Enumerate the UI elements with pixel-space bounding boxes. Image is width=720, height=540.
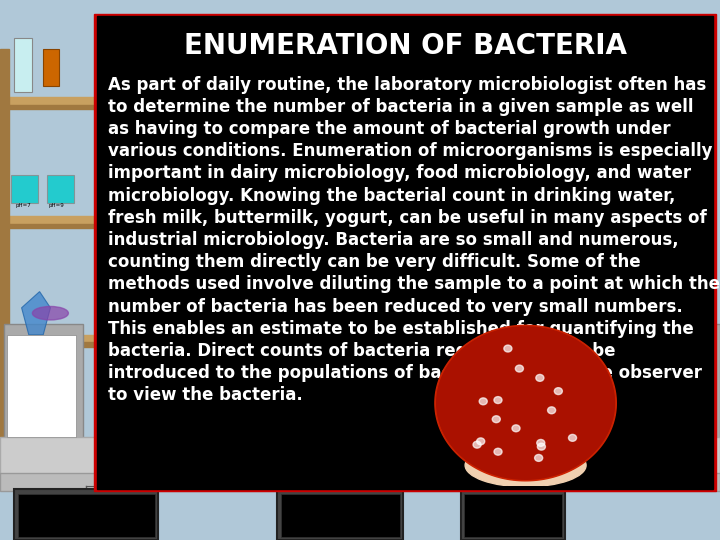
Text: pH=9: pH=9 bbox=[49, 203, 65, 208]
Bar bbox=[670, 324, 720, 443]
Circle shape bbox=[480, 398, 487, 405]
Polygon shape bbox=[435, 325, 616, 481]
Circle shape bbox=[536, 440, 545, 447]
Circle shape bbox=[548, 407, 556, 414]
Bar bbox=[43, 49, 59, 86]
Bar bbox=[281, 494, 400, 537]
Bar bbox=[461, 489, 565, 540]
Bar bbox=[0, 97, 101, 105]
Polygon shape bbox=[22, 292, 50, 335]
Bar bbox=[0, 335, 101, 343]
Bar bbox=[0, 437, 720, 475]
Bar bbox=[7, 335, 76, 437]
Ellipse shape bbox=[465, 444, 586, 487]
Bar bbox=[14, 38, 32, 92]
Circle shape bbox=[569, 434, 577, 441]
Bar bbox=[97, 16, 713, 489]
Circle shape bbox=[494, 396, 502, 403]
Bar bbox=[18, 494, 155, 537]
Polygon shape bbox=[437, 327, 614, 480]
Bar bbox=[11, 176, 38, 202]
Bar bbox=[0, 342, 101, 347]
Circle shape bbox=[516, 365, 523, 372]
Bar bbox=[47, 176, 74, 202]
Circle shape bbox=[537, 443, 546, 450]
Circle shape bbox=[504, 345, 512, 352]
Circle shape bbox=[494, 448, 502, 455]
Bar bbox=[94, 14, 716, 491]
Circle shape bbox=[477, 438, 485, 445]
Bar bbox=[0, 105, 101, 109]
Bar bbox=[277, 489, 403, 540]
Text: ENUMERATION OF BACTERIA: ENUMERATION OF BACTERIA bbox=[184, 32, 626, 60]
Circle shape bbox=[536, 374, 544, 381]
Bar bbox=[0, 49, 9, 443]
Bar bbox=[0, 224, 101, 228]
Text: As part of daily routine, the laboratory microbiologist often has to determine t: As part of daily routine, the laboratory… bbox=[108, 76, 720, 404]
Circle shape bbox=[473, 441, 481, 448]
Circle shape bbox=[554, 388, 562, 395]
Circle shape bbox=[512, 425, 520, 432]
Text: pH=7: pH=7 bbox=[16, 203, 32, 208]
Circle shape bbox=[535, 455, 543, 461]
Bar bbox=[673, 335, 713, 437]
Bar bbox=[0, 216, 101, 224]
Ellipse shape bbox=[32, 307, 68, 320]
Bar bbox=[0, 472, 720, 491]
Circle shape bbox=[492, 416, 500, 423]
Bar bbox=[464, 494, 562, 537]
Bar bbox=[4, 324, 83, 443]
Bar bbox=[14, 489, 158, 540]
